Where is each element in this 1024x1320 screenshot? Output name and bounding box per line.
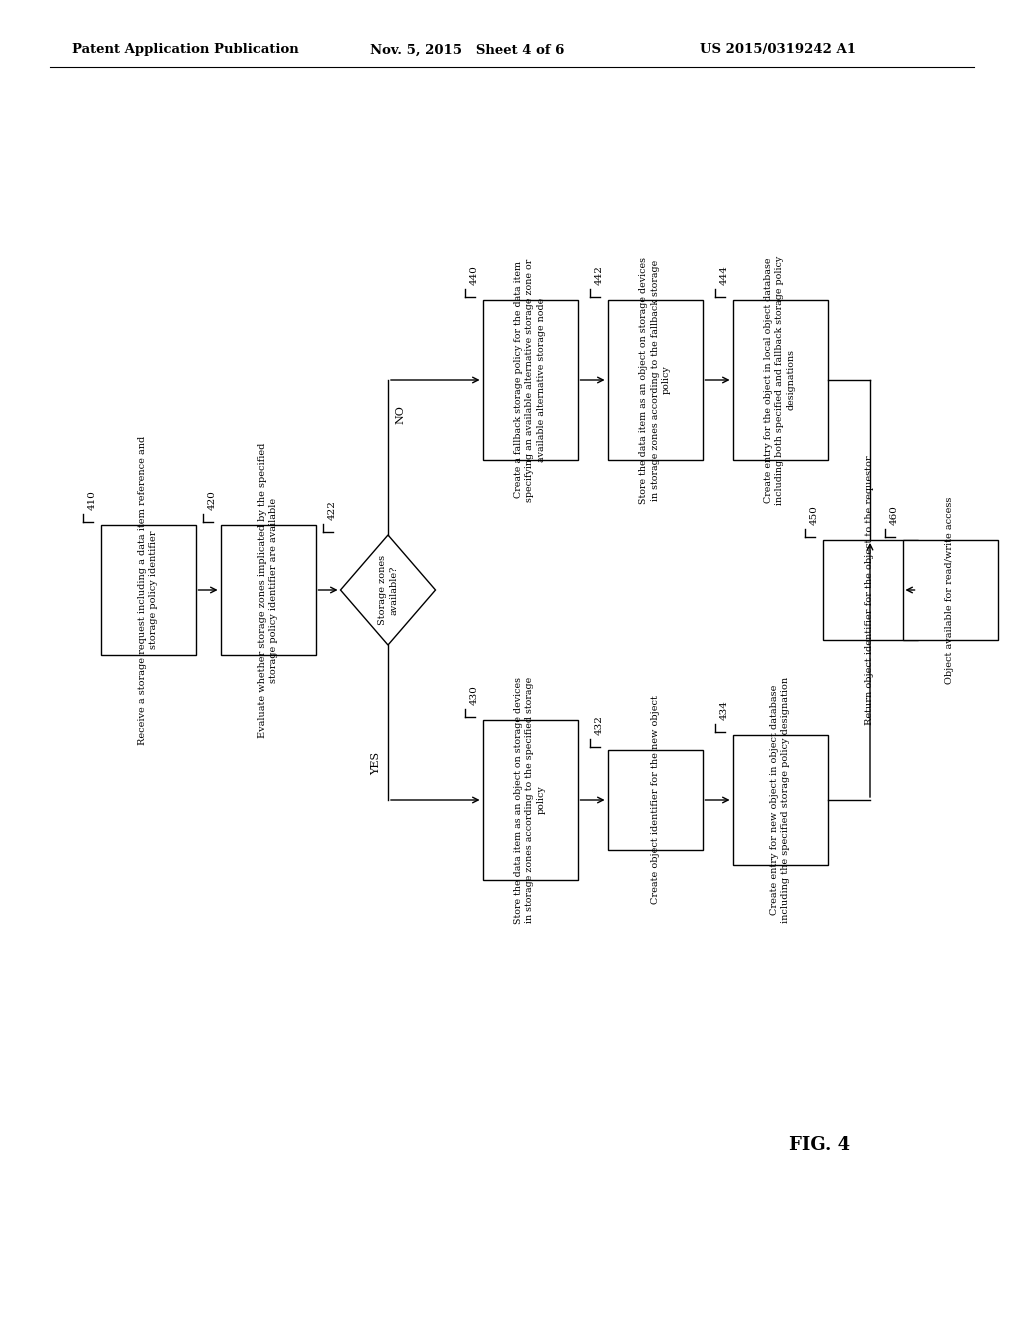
- Text: Create entry for new object in object database
including the specified storage p: Create entry for new object in object da…: [770, 677, 791, 923]
- Text: 450: 450: [810, 506, 819, 525]
- Text: Create object identifier for the new object: Create object identifier for the new obj…: [650, 696, 659, 904]
- Text: Evaluate whether storage zones implicated by the specified
storage policy identi: Evaluate whether storage zones implicate…: [258, 442, 279, 738]
- Text: 442: 442: [595, 265, 604, 285]
- Text: FIG. 4: FIG. 4: [790, 1137, 851, 1154]
- Text: Create a fallback storage policy for the data item
specifying an available alter: Create a fallback storage policy for the…: [514, 259, 546, 502]
- Text: Store the data item as an object on storage devices
in storage zones according t: Store the data item as an object on stor…: [639, 256, 671, 503]
- Text: Store the data item as an object on storage devices
in storage zones according t: Store the data item as an object on stor…: [514, 676, 546, 924]
- Bar: [100, 525, 196, 655]
- Text: US 2015/0319242 A1: US 2015/0319242 A1: [700, 44, 856, 57]
- Bar: [732, 735, 827, 865]
- Text: 432: 432: [595, 715, 604, 735]
- Polygon shape: [341, 535, 435, 645]
- Bar: [482, 719, 578, 880]
- Bar: [607, 300, 702, 459]
- Bar: [482, 300, 578, 459]
- Text: 420: 420: [208, 490, 217, 510]
- Text: Patent Application Publication: Patent Application Publication: [72, 44, 299, 57]
- Text: Storage zones
available?: Storage zones available?: [378, 554, 398, 626]
- Text: 422: 422: [328, 500, 337, 520]
- Text: Return object identifier for the object to the requestor: Return object identifier for the object …: [865, 455, 874, 725]
- Text: Object available for read/write access: Object available for read/write access: [945, 496, 954, 684]
- Text: Create entry for the object in local object database
including both specified an: Create entry for the object in local obj…: [764, 255, 796, 504]
- Text: 440: 440: [470, 265, 479, 285]
- Text: YES: YES: [371, 752, 381, 775]
- Text: 460: 460: [890, 506, 899, 525]
- Bar: [732, 300, 827, 459]
- Text: 430: 430: [470, 685, 479, 705]
- Text: 410: 410: [88, 490, 97, 510]
- Text: NO: NO: [395, 405, 406, 424]
- Text: Receive a storage request including a data item reference and
storage policy ide: Receive a storage request including a da…: [138, 436, 158, 744]
- Bar: [220, 525, 315, 655]
- Bar: [607, 750, 702, 850]
- Text: 444: 444: [720, 265, 729, 285]
- Text: 434: 434: [720, 700, 729, 719]
- Bar: [902, 540, 997, 640]
- Text: Nov. 5, 2015   Sheet 4 of 6: Nov. 5, 2015 Sheet 4 of 6: [370, 44, 564, 57]
- Bar: [822, 540, 918, 640]
